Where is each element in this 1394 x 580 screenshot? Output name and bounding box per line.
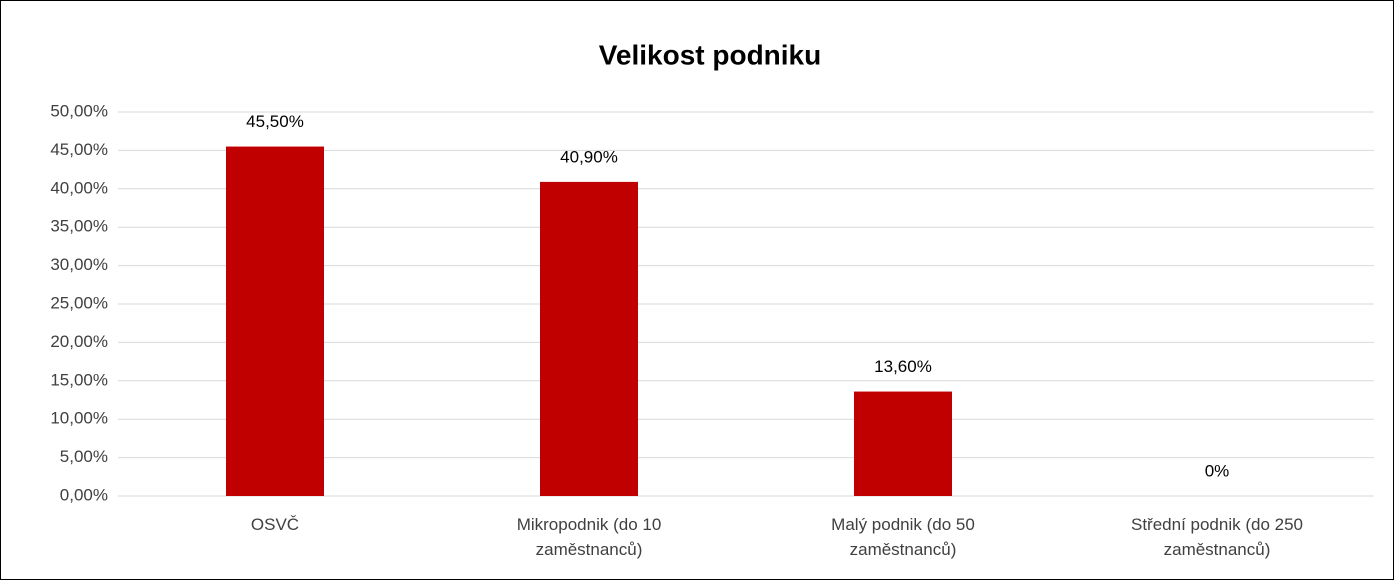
y-tick-label: 0,00%: [60, 485, 108, 504]
y-tick-label: 25,00%: [50, 293, 108, 312]
y-tick-label: 20,00%: [50, 332, 108, 351]
y-tick-label: 50,00%: [50, 101, 108, 120]
bar: [540, 181, 638, 496]
x-tick-label: OSVČ: [250, 515, 300, 534]
chart-title: Velikost podniku: [599, 39, 821, 70]
y-tick-label: 45,00%: [50, 140, 108, 159]
bar: [226, 146, 324, 496]
data-label: 40,90%: [560, 147, 618, 166]
x-tick-label: Malý podnik (do 50 zaměstnanců): [831, 515, 975, 559]
data-label: 45,50%: [246, 112, 304, 131]
bar: [854, 391, 952, 496]
y-tick-label: 30,00%: [50, 255, 108, 274]
x-tick-label: Mikropodnik (do 10 zaměstnanců): [516, 515, 662, 559]
y-tick-label: 40,00%: [50, 178, 108, 197]
data-label: 13,60%: [874, 357, 932, 376]
y-tick-label: 15,00%: [50, 370, 108, 389]
y-tick-label: 35,00%: [50, 217, 108, 236]
data-label: 0%: [1205, 461, 1230, 480]
y-tick-label: 10,00%: [50, 409, 108, 428]
y-tick-label: 5,00%: [60, 447, 108, 466]
x-tick-label: Střední podnik (do 250 zaměstnanců): [1130, 515, 1303, 559]
